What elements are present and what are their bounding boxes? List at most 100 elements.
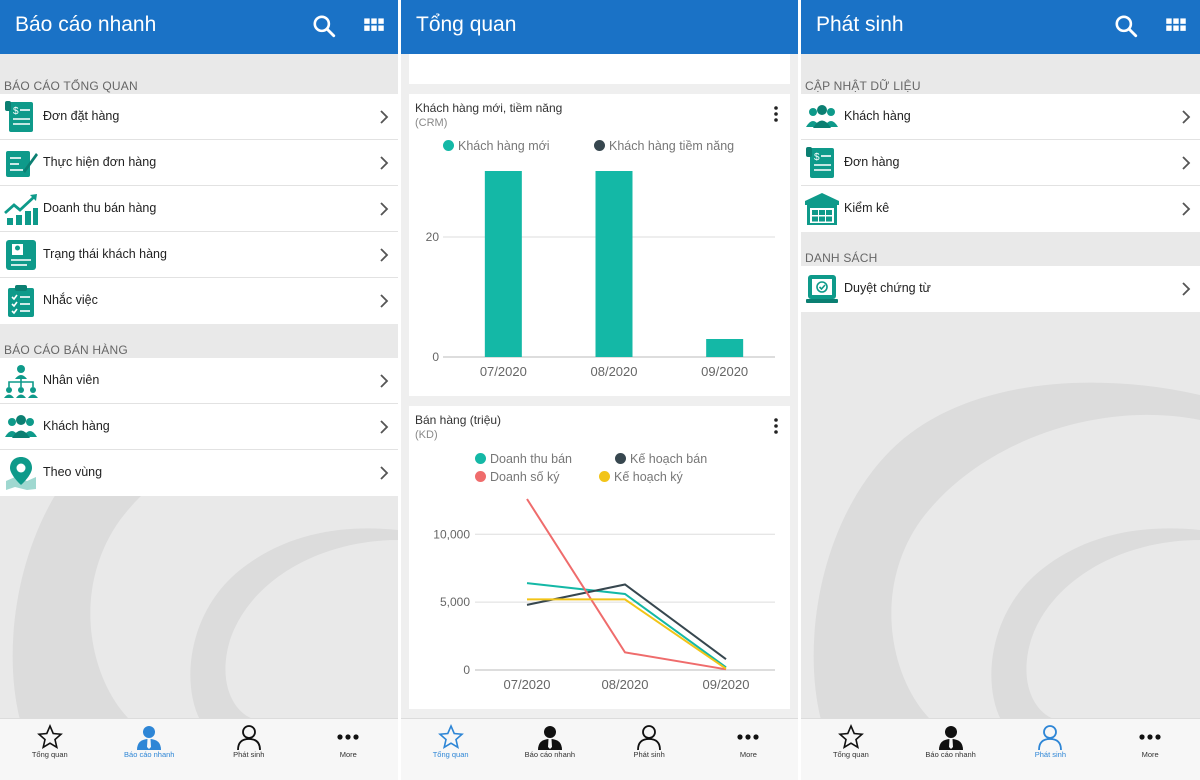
tab-phat-sinh[interactable]: Phát sinh [1001, 719, 1101, 780]
series-line [526, 582, 727, 669]
list-item-don-dat-hang[interactable]: $ Đơn đặt hàng [0, 94, 398, 140]
y-tick-label: 20 [426, 230, 440, 244]
person-tie-icon [137, 726, 162, 750]
document-list: Duyệt chứng từ [801, 266, 1200, 312]
list-item-nhac-viec[interactable]: Nhắc việc [0, 278, 398, 324]
tab-bao-cao-nhanh[interactable]: Báo cáo nhanh [100, 719, 200, 780]
list-item-duyet-chung-tu[interactable]: Duyệt chứng từ [801, 266, 1200, 312]
more-dots-icon [1139, 734, 1161, 740]
tab-label: Phát sinh [1034, 750, 1067, 759]
x-tick-label: 09/2020 [703, 677, 750, 692]
list-item-label: Đơn hàng [844, 155, 900, 169]
tab-label: Báo cáo nhanh [524, 750, 576, 759]
list-item-doanh-thu-ban-hang[interactable]: Doanh thu bán hàng [0, 186, 398, 232]
tab-tong-quan[interactable]: Tổng quan [401, 719, 500, 780]
bar [706, 339, 744, 357]
list-item-label: Theo vùng [43, 465, 103, 479]
legend-label: Kế hoạch ký [614, 470, 683, 484]
legend-dot [475, 471, 486, 482]
series-line [526, 583, 727, 660]
app-bar: Báo cáo nhanh [0, 0, 398, 54]
tab-more[interactable]: More [699, 719, 798, 780]
search-icon[interactable] [311, 13, 337, 39]
list-item-label: Khách hàng [43, 419, 110, 433]
x-tick-label: 07/2020 [504, 677, 551, 692]
tab-label: Tổng quan [832, 750, 869, 759]
tab-tong-quan[interactable]: Tổng quan [0, 719, 100, 780]
chevron-right-icon [380, 248, 389, 262]
list-item-thuc-hien-don-hang[interactable]: Thực hiện đơn hàng [0, 140, 398, 186]
more-options-icon[interactable] [774, 106, 778, 122]
more-dots-icon [337, 734, 359, 740]
list-item-nhan-vien[interactable]: Nhân viên [0, 358, 398, 404]
tab-more[interactable]: More [299, 719, 399, 780]
customers-group-icon [5, 415, 37, 438]
legend-item-new-customers: Khách hàng mới [443, 139, 550, 153]
star-icon [36, 723, 63, 749]
chart-subtitle: (KD) [415, 429, 438, 441]
tab-more[interactable]: More [1100, 719, 1200, 780]
list-item-label: Duyệt chứng từ [844, 281, 931, 295]
tab-bao-cao-nhanh[interactable]: Báo cáo nhanh [500, 719, 599, 780]
chevron-right-icon [1182, 156, 1191, 170]
legend-dot [615, 453, 626, 464]
legend-label: Doanh số ký [490, 470, 560, 484]
legend-dot [443, 140, 454, 151]
chevron-right-icon [380, 420, 389, 434]
legend-label: Khách hàng mới [458, 139, 550, 153]
tab-phat-sinh[interactable]: Phát sinh [199, 719, 299, 780]
person-tie-icon [537, 726, 562, 750]
list-item-theo-vung[interactable]: Theo vùng [0, 450, 398, 496]
chart-title: Bán hàng (triệu) [415, 413, 502, 427]
tab-phat-sinh[interactable]: Phát sinh [600, 719, 699, 780]
list-item-label: Nhắc việc [43, 293, 98, 307]
customer-status-icon [6, 240, 36, 270]
app-bar: Tổng quan [401, 0, 798, 54]
list-item-kiem-ke[interactable]: Kiểm kê [801, 186, 1200, 232]
list-item-don-hang[interactable]: $ Đơn hàng [801, 140, 1200, 186]
person-outline-icon [236, 725, 261, 751]
chevron-right-icon [1182, 202, 1191, 216]
revenue-chart-icon [4, 194, 38, 225]
x-tick-label: 08/2020 [591, 364, 638, 379]
chevron-right-icon [380, 202, 389, 216]
series-line [527, 598, 727, 670]
section-header-sales: BÁO CÁO BÁN HÀNG [4, 343, 128, 357]
sales-list: Nhân viên Khách hàng Theo vùng [0, 358, 398, 496]
list-item-khach-hang[interactable]: Khách hàng [801, 94, 1200, 140]
tab-bao-cao-nhanh[interactable]: Báo cáo nhanh [901, 719, 1001, 780]
star-icon [837, 723, 864, 749]
tab-label: Báo cáo nhanh [124, 750, 175, 759]
legend-item-signed-sales: Doanh số ký [475, 470, 559, 484]
tab-label: Phát sinh [233, 750, 265, 759]
bar-chart: 0 20 07/2020 08/2020 09/2020 [426, 171, 775, 379]
list-item-khach-hang[interactable]: Khách hàng [0, 404, 398, 450]
legend-item-sales-plan: Kế hoạch bán [615, 452, 707, 466]
customers-group-icon [806, 105, 838, 128]
tab-label: More [739, 750, 757, 759]
list-item-trang-thai-khach-hang[interactable]: Trạng thái khách hàng [0, 232, 398, 278]
list-item-label: Doanh thu bán hàng [43, 201, 157, 215]
tab-label: Phát sinh [633, 750, 665, 759]
bottom-tab-bar: Tổng quan Báo cáo nhanh Phát sinh More [401, 718, 798, 780]
person-tie-icon [938, 726, 963, 750]
tab-label: Tổng quan [31, 750, 68, 759]
x-tick-label: 09/2020 [701, 364, 748, 379]
update-list: Khách hàng $ Đơn hàng Kiểm [801, 94, 1200, 232]
grid-menu-icon[interactable] [1163, 13, 1189, 39]
more-options-icon[interactable] [774, 418, 778, 434]
tab-tong-quan[interactable]: Tổng quan [801, 719, 901, 780]
legend-label: Doanh thu bán [490, 452, 573, 466]
person-outline-icon [1038, 725, 1063, 751]
task-clipboard-icon [8, 285, 34, 317]
tab-label: More [339, 750, 357, 759]
y-tick-label: 0 [432, 350, 439, 364]
chevron-right-icon [380, 374, 389, 388]
bottom-tab-bar: Tổng quan Báo cáo nhanh Phát sinh More [0, 718, 398, 780]
legend-label: Kế hoạch bán [630, 452, 708, 466]
search-icon[interactable] [1113, 13, 1139, 39]
approve-document-icon [806, 275, 838, 303]
series-line [526, 498, 727, 671]
grid-menu-icon[interactable] [361, 13, 387, 39]
legend-label: Khách hàng tiềm năng [609, 139, 735, 153]
